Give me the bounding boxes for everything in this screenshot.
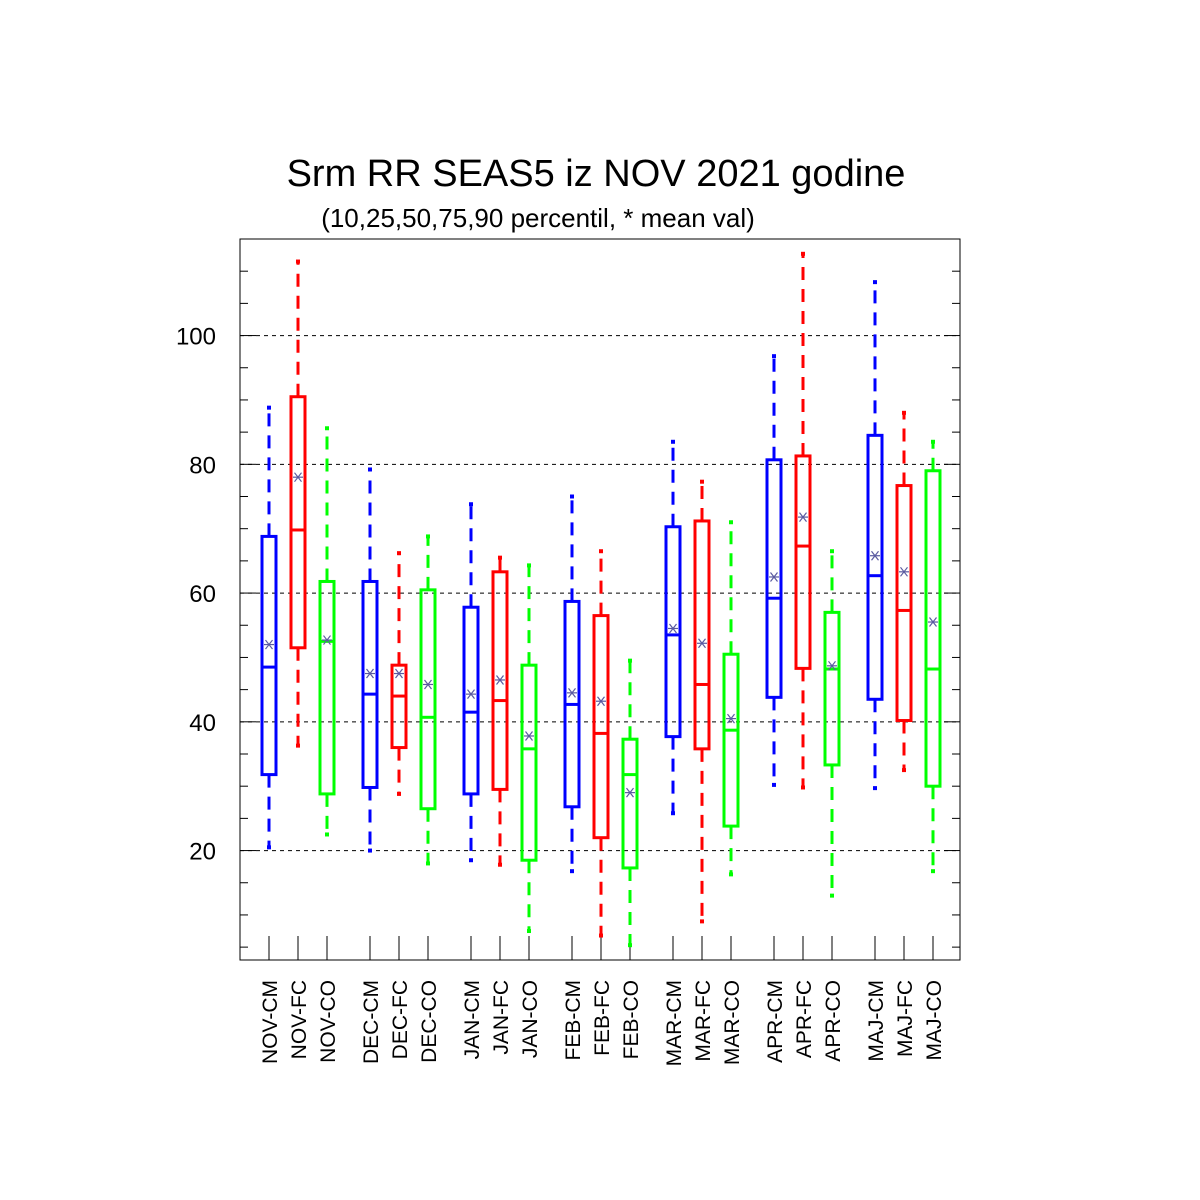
iqr-box	[866, 433, 884, 701]
category-label: FEB-CM	[562, 980, 585, 1061]
box-apr-fc	[794, 251, 812, 790]
mean-marker	[323, 635, 331, 645]
iqr-box	[318, 579, 336, 796]
mean-marker	[871, 550, 879, 561]
mean-marker	[525, 731, 533, 741]
mean-marker	[265, 639, 273, 650]
box-mar-cm	[664, 439, 682, 816]
category-label: DEC-FC	[389, 980, 412, 1059]
iqr-box	[520, 663, 538, 862]
box-apr-cm	[765, 354, 783, 787]
category-label: MAR-CO	[721, 980, 744, 1065]
box-maj-cm	[866, 280, 884, 791]
mean-marker	[727, 713, 735, 724]
category-label: APR-CM	[764, 980, 787, 1063]
category-label: MAJ-FC	[894, 980, 917, 1057]
mean-marker	[467, 689, 475, 699]
category-label: NOV-CM	[259, 980, 282, 1064]
category-label: DEC-CM	[360, 980, 383, 1064]
category-labels: NOV-CM NOV-FC NOV-CO DEC-CM DEC-FC DEC-CO JAN-…	[259, 980, 946, 1066]
y-tick-label: 40	[189, 710, 216, 737]
category-label: APR-FC	[793, 980, 816, 1058]
y-tick-label: 80	[189, 452, 216, 479]
iqr-box	[664, 525, 682, 739]
box-dec-cm	[361, 467, 379, 853]
category-label: JAN-CO	[519, 980, 542, 1058]
mean-marker	[496, 675, 504, 685]
box-dec-fc	[390, 551, 408, 796]
iqr-box	[260, 534, 278, 777]
iqr-box	[419, 588, 437, 811]
iqr-box	[693, 519, 711, 751]
box-feb-cm	[563, 494, 581, 874]
box-maj-fc	[895, 410, 913, 773]
iqr-box	[765, 458, 783, 699]
y-tick-label: 100	[176, 324, 216, 351]
category-label: MAR-CM	[663, 980, 686, 1066]
box-nov-fc	[289, 259, 307, 748]
mean-marker	[597, 696, 605, 707]
box-apr-co	[823, 549, 841, 898]
category-label: NOV-CO	[317, 980, 340, 1063]
chart-subtitle: (10,25,50,75,90 percentil, * mean val)	[321, 203, 755, 233]
axes: 20 40 60 80 100	[176, 270, 960, 960]
box-feb-co	[621, 658, 639, 948]
box-nov-co	[318, 426, 336, 837]
category-label: FEB-CO	[620, 980, 643, 1059]
chart-title: Srm RR SEAS5 iz NOV 2021 godine	[287, 153, 906, 195]
box-mar-fc	[693, 479, 711, 924]
category-label: DEC-CO	[418, 980, 441, 1063]
iqr-box	[289, 395, 307, 650]
mean-marker	[698, 638, 706, 649]
iqr-box	[895, 484, 913, 723]
box-maj-co	[924, 439, 942, 874]
iqr-box	[621, 737, 639, 870]
category-label: FEB-FC	[591, 980, 614, 1056]
category-label: NOV-FC	[288, 980, 311, 1059]
category-label: APR-CO	[822, 980, 845, 1062]
mean-marker	[828, 660, 836, 671]
box-feb-fc	[592, 549, 610, 938]
box-jan-cm	[462, 502, 480, 863]
category-label: JAN-CM	[461, 980, 484, 1059]
iqr-box	[592, 614, 610, 840]
iqr-box	[462, 605, 480, 796]
iqr-box	[823, 610, 841, 767]
y-tick-label: 60	[189, 581, 216, 608]
mean-marker	[568, 687, 576, 698]
box-jan-fc	[491, 555, 509, 867]
category-label: MAJ-CM	[865, 980, 888, 1062]
plot-frame	[239, 238, 961, 961]
mean-marker	[900, 566, 908, 577]
mean-marker	[395, 668, 403, 679]
mean-marker	[626, 787, 634, 798]
mean-marker	[799, 512, 807, 522]
iqr-box	[390, 663, 408, 750]
category-label: JAN-FC	[490, 980, 513, 1055]
mean-marker	[424, 679, 432, 690]
iqr-box	[794, 454, 812, 670]
iqr-box	[491, 570, 509, 791]
box-jan-co	[520, 563, 538, 934]
mean-marker	[770, 572, 778, 582]
box-dec-co	[419, 534, 437, 866]
box-mar-co	[722, 520, 740, 877]
mean-marker	[669, 623, 677, 634]
iqr-box	[722, 652, 740, 828]
mean-marker	[294, 472, 302, 483]
iqr-box	[361, 579, 379, 789]
mean-marker	[929, 617, 937, 627]
box-nov-cm	[260, 405, 278, 850]
category-label: MAJ-CO	[923, 980, 946, 1061]
box-series	[260, 251, 942, 948]
iqr-box	[924, 469, 942, 788]
mean-marker	[366, 668, 374, 679]
y-tick-label: 20	[189, 839, 216, 866]
category-label: MAR-FC	[692, 980, 715, 1062]
